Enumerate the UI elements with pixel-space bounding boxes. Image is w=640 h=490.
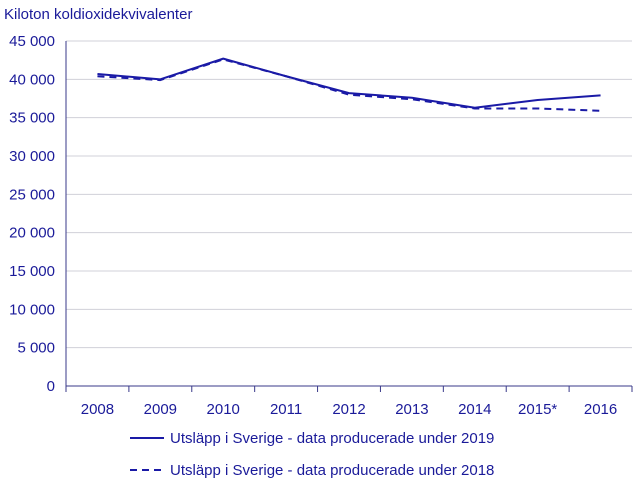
series-line-2019 <box>97 57 601 109</box>
legend-item-2018: Utsläpp i Sverige - data producerade und… <box>130 458 494 482</box>
series-line-2018 <box>97 58 601 112</box>
legend-solid-line-icon <box>130 433 164 443</box>
x-tick-label: 2010 <box>207 401 240 418</box>
x-tick-label: 2008 <box>81 401 114 418</box>
x-tick-label: 2009 <box>144 401 177 418</box>
legend-label-2019: Utsläpp i Sverige - data producerade und… <box>170 429 495 447</box>
y-tick-label: 20 000 <box>9 225 55 242</box>
y-axis-title: Kiloton koldioxidekvivalenter <box>4 6 193 23</box>
y-tick-label: 45 000 <box>9 33 55 50</box>
y-tick-label: 5 000 <box>17 340 55 357</box>
y-tick-label: 25 000 <box>9 186 55 203</box>
y-tick-label: 35 000 <box>9 110 55 127</box>
x-tick-label: 2013 <box>395 401 428 418</box>
x-tick-label: 2011 <box>270 401 302 418</box>
y-tick-label: 0 <box>47 378 55 395</box>
y-tick-label: 30 000 <box>9 148 55 165</box>
x-tick-label: 2014 <box>458 401 491 418</box>
y-tick-label: 10 000 <box>9 301 55 318</box>
y-tick-label: 15 000 <box>9 263 55 280</box>
legend-item-2019: Utsläpp i Sverige - data producerade und… <box>130 426 494 450</box>
y-tick-label: 40 000 <box>9 71 55 88</box>
legend-label-2018: Utsläpp i Sverige - data producerade und… <box>170 461 495 479</box>
x-tick-label: 2015* <box>518 401 557 418</box>
x-tick-label: 2016 <box>584 401 617 418</box>
legend: Utsläpp i Sverige - data producerade und… <box>130 426 494 490</box>
x-tick-label: 2012 <box>332 401 365 418</box>
legend-dashed-line-icon <box>130 465 164 475</box>
